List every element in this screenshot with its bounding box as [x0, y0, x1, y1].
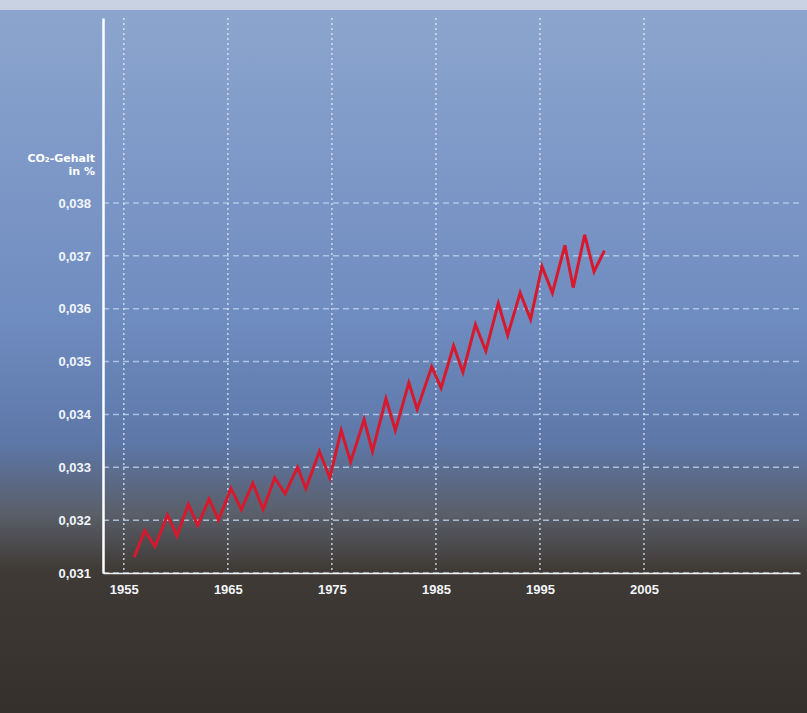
y-tick: 0,035: [58, 354, 103, 369]
x-grid-line: [123, 18, 125, 573]
co2-line: [134, 235, 604, 557]
y-tick: 0,036: [58, 301, 103, 316]
x-tick: 1955: [110, 573, 139, 597]
x-tick-label: 1955: [110, 582, 139, 597]
x-tick-label: 1995: [526, 582, 555, 597]
y-tick-label: 0,037: [58, 249, 91, 264]
y-grid-line: [103, 519, 800, 521]
top-band: [0, 0, 807, 10]
y-axis: 0,031 0,032 0,033 0,034 0,035 0,036 0,037 0,038: [58, 19, 103, 581]
x-tick-label: 1975: [318, 582, 347, 597]
y-grid-line: [103, 255, 800, 257]
y-tick-label: 0,034: [58, 407, 91, 422]
y-grid-line: [103, 572, 800, 574]
x-axis-line: [104, 573, 801, 575]
y-tick-label: 0,036: [58, 301, 91, 316]
plot: 0,031 0,032 0,033 0,034 0,035 0,036 0,037 0,038…: [58, 18, 800, 597]
y-tick: 0,038: [58, 196, 103, 211]
x-tick: 1975: [318, 573, 347, 597]
x-tick-label: 1985: [422, 582, 451, 597]
x-grid-line: [435, 18, 437, 573]
x-tick-label: 2005: [630, 582, 659, 597]
data-area: [134, 235, 604, 557]
y-grid-line: [103, 361, 800, 363]
x-axis: 1955 1965 1975 1985 1995 2005: [104, 573, 801, 597]
x-tick: 1995: [526, 573, 555, 597]
x-tick: 1965: [214, 573, 243, 597]
y-axis-title: CO₂-Gehaltin %: [27, 152, 95, 178]
x-grid-line: [643, 18, 645, 573]
y-tick: 0,031: [58, 566, 103, 581]
y-tick-label: 0,035: [58, 354, 91, 369]
y-tick-label: 0,031: [58, 566, 91, 581]
y-grid-line: [103, 467, 800, 469]
y-tick: 0,034: [58, 407, 103, 422]
y-grid-line: [103, 414, 800, 416]
x-grid-line: [331, 18, 333, 573]
x-grid-line: [539, 18, 541, 573]
y-tick-label: 0,033: [58, 460, 91, 475]
background: [0, 0, 807, 713]
y-tick-label: 0,032: [58, 513, 91, 528]
y-tick-label: 0,038: [58, 196, 91, 211]
y-tick: 0,037: [58, 249, 103, 264]
y-grid-line: [103, 202, 800, 204]
x-tick-label: 1965: [214, 582, 243, 597]
y-grid-line: [103, 308, 800, 310]
y-tick: 0,033: [58, 460, 103, 475]
y-axis-line: [102, 19, 105, 574]
y-tick: 0,032: [58, 513, 103, 528]
x-tick: 1985: [422, 573, 451, 597]
x-tick: 2005: [630, 573, 659, 597]
x-grid-line: [227, 18, 229, 573]
chart: 0,031 0,032 0,033 0,034 0,035 0,036 0,037 0,038…: [0, 0, 807, 713]
grid: [103, 18, 800, 573]
